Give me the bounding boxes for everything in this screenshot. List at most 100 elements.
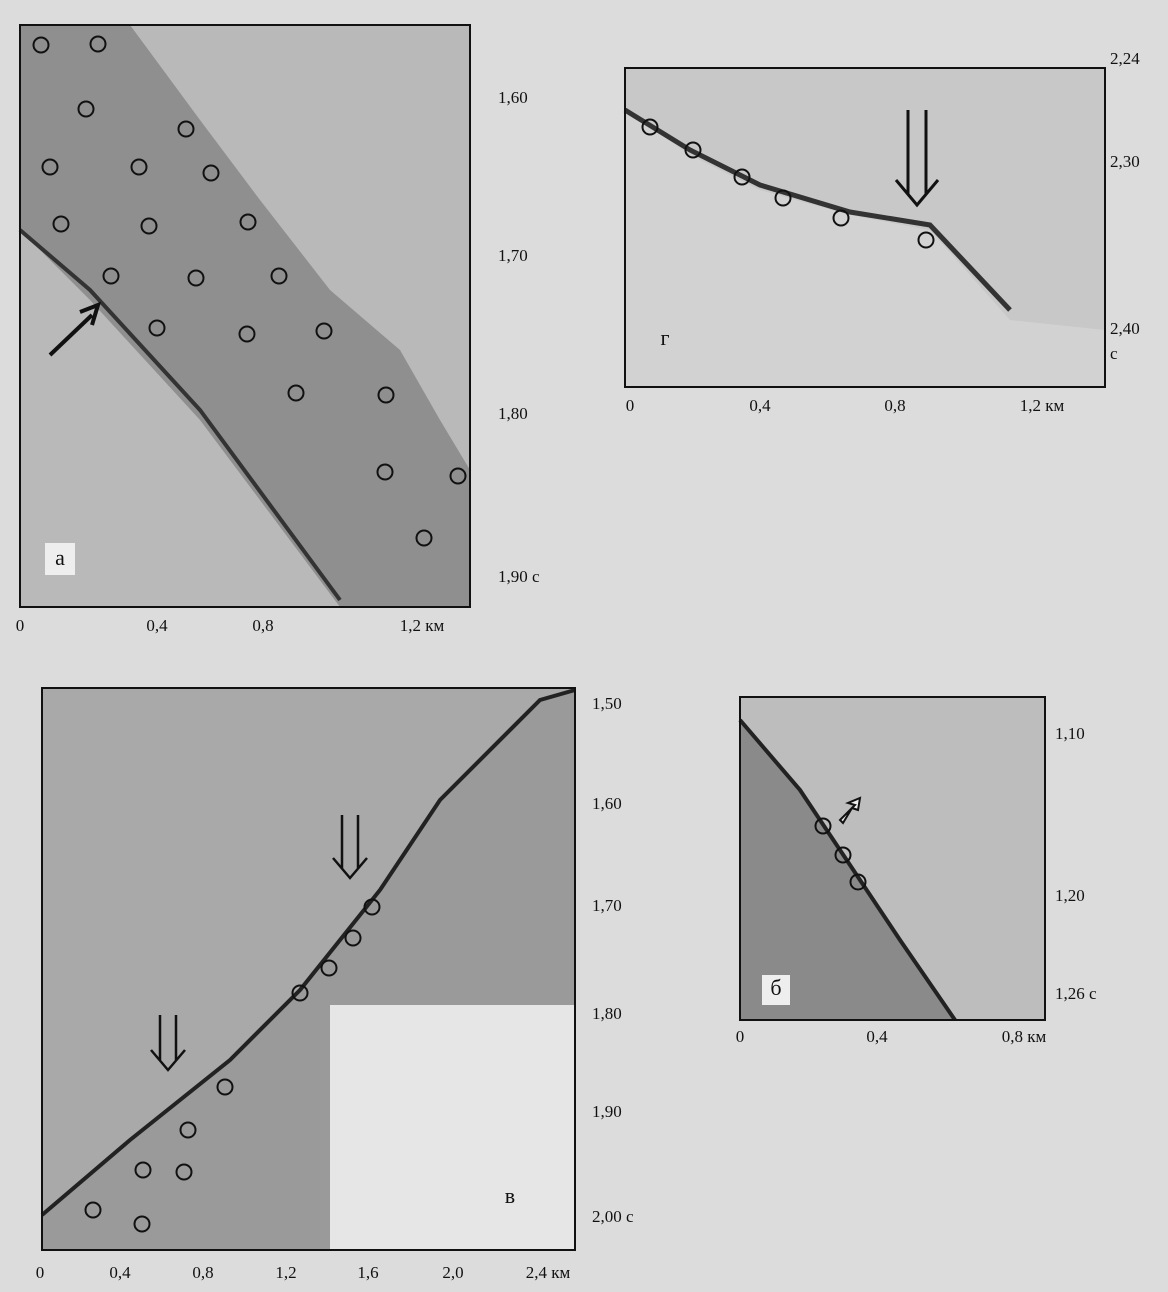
point-marker [238, 325, 256, 343]
x-tick-label: 0 [736, 1027, 745, 1046]
point-marker [77, 100, 95, 118]
x-tick-label: 0,8 [884, 396, 905, 415]
point-marker [177, 120, 195, 138]
point-marker [179, 1121, 197, 1139]
x-tick-label: 0,4 [109, 1263, 131, 1282]
panel-label: в [505, 1183, 515, 1208]
x-tick-label: 1,2 км [400, 616, 445, 635]
y-tick-label: с [1110, 344, 1118, 363]
frame [624, 67, 1106, 388]
y-tick-label: 1,70 [498, 246, 528, 265]
y-tick-label: 1,70 [592, 896, 622, 915]
panel-label: б [770, 975, 781, 1000]
point-marker [130, 158, 148, 176]
y-tick-label: 1,90 с [498, 567, 540, 586]
x-tick-label: 0 [16, 616, 25, 635]
y-tick-label: 1,50 [592, 694, 622, 713]
panel-v: в 0 0,4 0,8 1,2 1,6 2,0 2,4 км 1,50 1,60… [36, 687, 634, 1282]
point-marker [134, 1161, 152, 1179]
reflector [623, 107, 1012, 312]
frame [19, 24, 471, 608]
y-tick-label: 2,30 [1110, 152, 1140, 171]
arrow [894, 110, 940, 208]
arrow [838, 796, 862, 825]
panel-b: б 0 0,4 0,8 км 1,10 1,20 1,26 с [736, 696, 1097, 1046]
y-tick-label: 2,00 с [592, 1207, 634, 1226]
panel-a: а 0 0,4 0,8 1,2 км 1,60 1,70 1,80 1,90 с [16, 24, 540, 635]
point-marker [376, 463, 394, 481]
y-tick-label: 1,60 [592, 794, 622, 813]
point-marker [415, 529, 433, 547]
reflector [738, 718, 957, 1022]
y-tick-label: 2,24 [1110, 49, 1140, 68]
y-tick-label: 1,80 [592, 1004, 622, 1023]
x-tick-label: 0 [36, 1263, 45, 1282]
y-tick-label: 1,20 [1055, 886, 1085, 905]
frame [41, 687, 576, 1251]
x-tick-label: 1,6 [357, 1263, 378, 1282]
point-marker [140, 217, 158, 235]
point-marker [287, 384, 305, 402]
panel-label: а [55, 545, 65, 570]
point-marker [148, 319, 166, 337]
x-tick-label: 0,4 [749, 396, 771, 415]
x-tick-label: 0,4 [866, 1027, 888, 1046]
panel-g: г 0 0,4 0,8 1,2 км 2,24 2,30 2,40 с [623, 49, 1140, 415]
reflector [40, 688, 576, 1217]
point-marker [344, 929, 362, 947]
point-marker [84, 1201, 102, 1219]
point-marker [216, 1078, 234, 1096]
y-tick-label: 1,60 [498, 88, 528, 107]
arrow [48, 301, 102, 357]
point-marker [133, 1215, 151, 1233]
point-marker [41, 158, 59, 176]
point-marker [52, 215, 70, 233]
x-tick-label: 1,2 [275, 1263, 296, 1282]
point-marker [187, 269, 205, 287]
point-marker [449, 467, 467, 485]
arrow [332, 815, 368, 880]
point-marker [270, 267, 288, 285]
seismic-water [625, 68, 1105, 330]
x-tick-label: 0,8 км [1002, 1027, 1047, 1046]
point-marker [89, 35, 107, 53]
point-marker [175, 1163, 193, 1181]
reflector [18, 228, 342, 602]
frame [739, 696, 1046, 1021]
x-tick-label: 1,2 км [1020, 396, 1065, 415]
label-box [45, 543, 75, 575]
point-marker [849, 873, 867, 891]
point-marker [834, 846, 852, 864]
y-tick-label: 1,80 [498, 404, 528, 423]
label-box [762, 975, 790, 1005]
y-tick-label: 1,90 [592, 1102, 622, 1121]
point-marker [320, 959, 338, 977]
y-tick-label: 1,26 с [1055, 984, 1097, 1003]
x-tick-label: 2,4 км [526, 1263, 571, 1282]
x-tick-label: 2,0 [442, 1263, 463, 1282]
point-marker [917, 231, 935, 249]
y-tick-label: 2,40 [1110, 319, 1140, 338]
point-marker [315, 322, 333, 340]
point-marker [733, 168, 751, 186]
arrow [150, 1015, 186, 1072]
point-marker [32, 36, 50, 54]
panel-label: г [660, 325, 669, 350]
point-marker [202, 164, 220, 182]
paper-patch [330, 1005, 575, 1250]
point-marker [291, 984, 309, 1002]
point-marker [684, 141, 702, 159]
markers [32, 35, 935, 1233]
point-marker [102, 267, 120, 285]
point-marker [641, 118, 659, 136]
point-marker [814, 817, 832, 835]
x-tick-label: 0,8 [252, 616, 273, 635]
x-tick-label: 0,8 [192, 1263, 213, 1282]
point-marker [363, 898, 381, 916]
point-marker [239, 213, 257, 231]
point-marker [832, 209, 850, 227]
point-marker [377, 386, 395, 404]
point-marker [774, 189, 792, 207]
y-tick-label: 1,10 [1055, 724, 1085, 743]
